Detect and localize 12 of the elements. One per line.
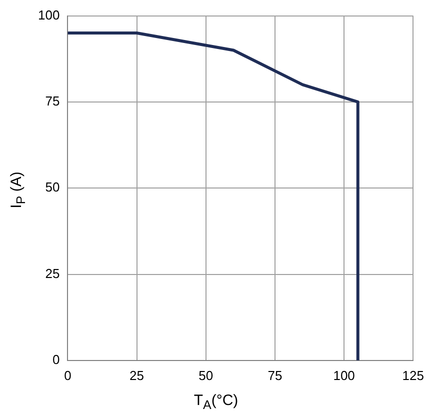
x-tick-label: 75 bbox=[268, 368, 282, 383]
x-tick-label: 0 bbox=[64, 368, 72, 383]
x-tick-label: 100 bbox=[333, 368, 355, 383]
y-tick-label: 75 bbox=[45, 94, 60, 109]
y-tick-label: 25 bbox=[45, 266, 60, 281]
y-tick-label: 50 bbox=[45, 180, 60, 195]
x-tick-label: 125 bbox=[402, 368, 424, 383]
x-tick-label: 25 bbox=[130, 368, 144, 383]
y-tick-label: 0 bbox=[52, 352, 60, 367]
x-axis-title: T$_{A}$(°C) bbox=[192, 392, 240, 412]
x-tick-label: 50 bbox=[198, 368, 214, 383]
y-tick-label: 100 bbox=[38, 7, 60, 22]
